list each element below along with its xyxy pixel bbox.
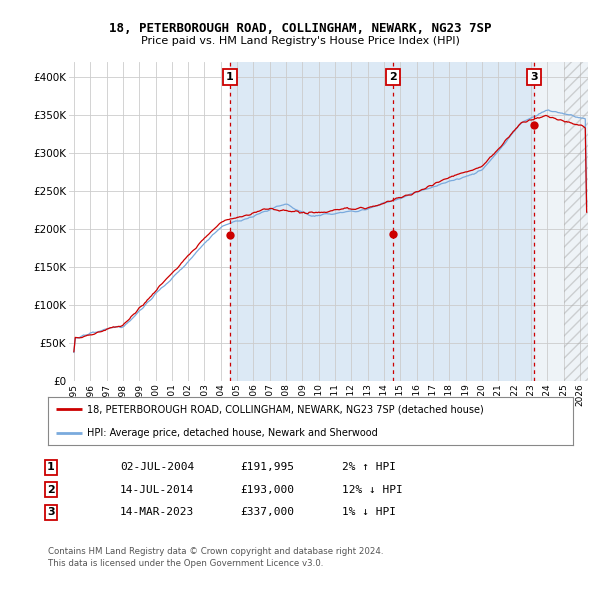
Text: 2: 2 — [389, 72, 397, 82]
Text: 3: 3 — [530, 72, 538, 82]
Text: 14-MAR-2023: 14-MAR-2023 — [120, 507, 194, 517]
Text: £193,000: £193,000 — [240, 485, 294, 494]
Text: 2: 2 — [47, 485, 55, 494]
Bar — [563, 62, 588, 381]
Bar — [535, 62, 588, 381]
Text: 1: 1 — [47, 463, 55, 472]
Text: HPI: Average price, detached house, Newark and Sherwood: HPI: Average price, detached house, Newa… — [88, 428, 378, 438]
Text: 2% ↑ HPI: 2% ↑ HPI — [342, 463, 396, 472]
Text: 3: 3 — [47, 507, 55, 517]
Text: £191,995: £191,995 — [240, 463, 294, 472]
Text: 1% ↓ HPI: 1% ↓ HPI — [342, 507, 396, 517]
Text: 18, PETERBOROUGH ROAD, COLLINGHAM, NEWARK, NG23 7SP (detached house): 18, PETERBOROUGH ROAD, COLLINGHAM, NEWAR… — [88, 404, 484, 414]
Text: 14-JUL-2014: 14-JUL-2014 — [120, 485, 194, 494]
Text: Price paid vs. HM Land Registry's House Price Index (HPI): Price paid vs. HM Land Registry's House … — [140, 37, 460, 46]
Bar — [563, 62, 588, 381]
Bar — [230, 62, 535, 381]
Text: £337,000: £337,000 — [240, 507, 294, 517]
Text: This data is licensed under the Open Government Licence v3.0.: This data is licensed under the Open Gov… — [48, 559, 323, 568]
Text: 1: 1 — [226, 72, 233, 82]
Text: 18, PETERBOROUGH ROAD, COLLINGHAM, NEWARK, NG23 7SP: 18, PETERBOROUGH ROAD, COLLINGHAM, NEWAR… — [109, 22, 491, 35]
Text: Contains HM Land Registry data © Crown copyright and database right 2024.: Contains HM Land Registry data © Crown c… — [48, 547, 383, 556]
Text: 12% ↓ HPI: 12% ↓ HPI — [342, 485, 403, 494]
Text: 02-JUL-2004: 02-JUL-2004 — [120, 463, 194, 472]
